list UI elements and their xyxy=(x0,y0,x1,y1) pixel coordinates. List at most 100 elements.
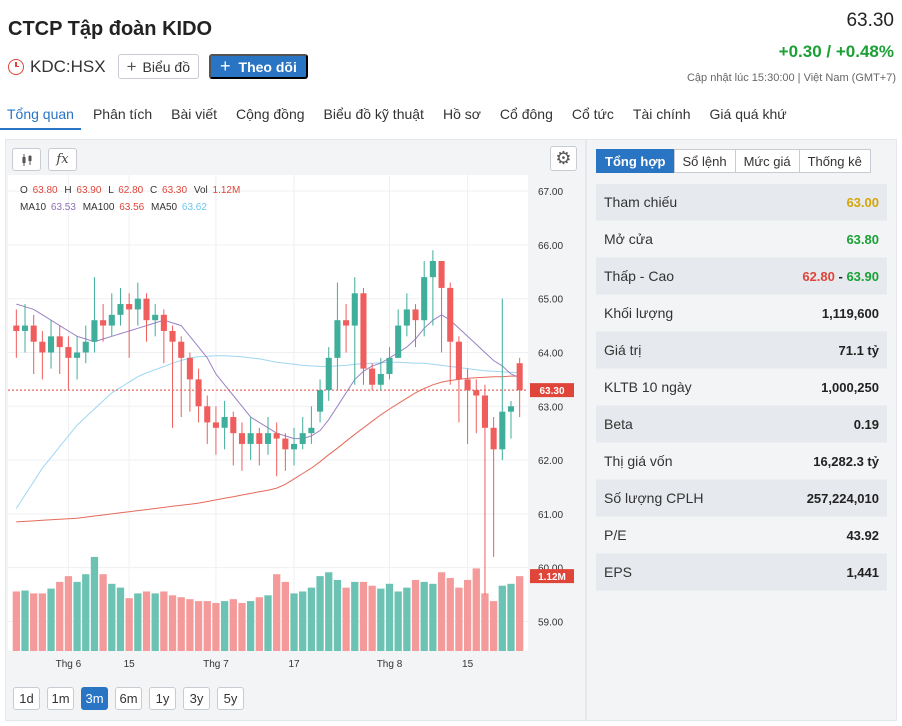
volume-bar xyxy=(472,568,480,651)
candle-body xyxy=(282,438,289,450)
volume-bar xyxy=(420,581,428,651)
stat-value: 1,119,600 xyxy=(821,305,879,321)
candlestick-type-button[interactable] xyxy=(12,148,41,171)
candle-body xyxy=(360,293,367,369)
candle-body xyxy=(247,433,254,444)
tab-3[interactable]: Cộng đồng xyxy=(236,106,305,122)
range-button-1d[interactable]: 1d xyxy=(13,687,40,710)
stat-value: 1,000,250 xyxy=(821,379,879,395)
volume-bar xyxy=(307,587,316,651)
ma100-line xyxy=(16,375,520,523)
last-volume-label: 1.12M xyxy=(538,572,566,583)
stats-tab-1[interactable]: Sổ lệnh xyxy=(673,149,736,173)
stat-label: Giá trị xyxy=(604,342,642,358)
range-button-1m[interactable]: 1m xyxy=(47,687,74,710)
stat-label: Số lượng CPLH xyxy=(604,490,704,506)
update-time: Cập nhật lúc 15:30:00 | Việt Nam (GMT+7) xyxy=(686,72,896,84)
range-button-5y[interactable]: 5y xyxy=(217,687,244,710)
tab-7[interactable]: Cổ tức xyxy=(571,106,614,122)
y-tick-label: 65.00 xyxy=(538,295,563,306)
candle-body xyxy=(490,427,497,450)
chart-panel: fx ⚙ 67.00 66.00 65.00 64.00 63.00 62.00 61.00… xyxy=(5,139,586,721)
volume-bar xyxy=(437,572,446,651)
candle-body xyxy=(100,320,107,326)
stats-tab-3[interactable]: Thống kê xyxy=(798,149,871,173)
stat-high: 63.90 xyxy=(846,268,879,284)
volume-bar xyxy=(255,597,263,651)
volume-bar xyxy=(116,587,125,651)
ma-legend: MA10 63.53 MA100 63.56 MA50 63.62 xyxy=(20,202,207,213)
volume-bar xyxy=(273,574,281,651)
tab-1[interactable]: Phân tích xyxy=(92,106,153,122)
candle-body xyxy=(421,277,428,321)
fx-icon: fx xyxy=(56,152,69,167)
x-tick-label: 17 xyxy=(288,659,300,670)
volume-bar xyxy=(151,593,159,651)
volume-bar xyxy=(489,601,498,651)
add-chart-button[interactable]: + Biểu đồ xyxy=(117,54,199,79)
tab-6[interactable]: Cổ đông xyxy=(499,106,553,122)
volume-bar xyxy=(359,581,368,651)
volume-bar xyxy=(316,576,324,651)
candle-body xyxy=(308,427,315,434)
chart-settings-button[interactable]: ⚙ xyxy=(550,146,577,171)
tab-4[interactable]: Biểu đồ kỹ thuật xyxy=(323,106,424,122)
stat-row: Tham chiếu 63.00 xyxy=(596,184,887,221)
volume-bar xyxy=(56,581,64,651)
tab-2[interactable]: Bài viết xyxy=(171,106,218,122)
stat-row: Thấp - Cao 62.80 - 63.90 xyxy=(596,258,887,295)
stat-label: Beta xyxy=(604,416,633,432)
range-button-6m[interactable]: 6m xyxy=(115,687,142,710)
candle-body xyxy=(48,336,55,353)
candle-body xyxy=(108,314,115,326)
stat-value: 63.00 xyxy=(846,194,879,210)
candlestick-icon xyxy=(22,153,31,166)
volume-bar xyxy=(394,591,402,651)
volume-bar xyxy=(429,583,437,651)
stat-label: EPS xyxy=(604,564,633,580)
volume-bar xyxy=(333,579,342,651)
tab-9[interactable]: Giá quá khứ xyxy=(709,106,787,122)
price-chart[interactable]: 67.0066.0065.0064.0063.0062.0061.0060.00… xyxy=(6,175,585,675)
candle-body xyxy=(21,325,29,331)
candle-body xyxy=(516,363,523,391)
x-tick-label: 15 xyxy=(462,659,474,670)
stats-tabs: Tổng hợp Sổ lệnh Mức giá Thống kê xyxy=(596,149,871,173)
stat-row: KLTB 10 ngày 1,000,250 xyxy=(596,369,887,406)
x-tick-label: Thg 8 xyxy=(377,659,403,670)
stat-row: Khối lượng 1,119,600 xyxy=(596,295,887,332)
stat-value: 71.1 tỷ xyxy=(838,342,879,358)
stat-row: P/E 43.92 xyxy=(596,517,887,554)
tab-5[interactable]: Hồ sơ xyxy=(442,106,481,122)
candle-body xyxy=(230,417,237,434)
current-price: 63.30 xyxy=(846,10,894,31)
stats-tab-0[interactable]: Tổng hợp xyxy=(596,149,675,173)
candle-body xyxy=(438,261,445,288)
range-button-3m[interactable]: 3m xyxy=(81,687,108,710)
follow-label: Theo dõi xyxy=(238,58,297,75)
candle-body xyxy=(273,433,280,439)
candle-body xyxy=(91,320,98,342)
candle-body xyxy=(186,357,193,380)
range-selector: 1d 1m 3m 6m 1y 3y 5y xyxy=(13,687,251,710)
candle-body xyxy=(351,293,358,326)
tab-0[interactable]: Tổng quan xyxy=(0,100,81,130)
indicators-button[interactable]: fx xyxy=(48,148,77,171)
x-tick-label: Thg 6 xyxy=(56,659,82,670)
candle-body xyxy=(74,352,81,358)
stats-tab-2[interactable]: Mức giá xyxy=(734,149,800,173)
volume-bar xyxy=(12,591,20,651)
candle-body xyxy=(447,287,454,342)
candle-body xyxy=(334,320,341,358)
volume-bar xyxy=(299,591,307,651)
candle-body xyxy=(169,330,176,342)
tab-8[interactable]: Tài chính xyxy=(632,106,691,122)
candle-body xyxy=(412,309,419,321)
volume-bar xyxy=(403,587,411,651)
follow-button[interactable]: + Theo dõi xyxy=(209,54,308,79)
y-tick-label: 61.00 xyxy=(538,510,563,521)
stat-row: EPS 1,441 xyxy=(596,554,887,591)
range-button-1y[interactable]: 1y xyxy=(149,687,176,710)
range-button-3y[interactable]: 3y xyxy=(183,687,210,710)
last-volume-tag xyxy=(530,569,574,584)
